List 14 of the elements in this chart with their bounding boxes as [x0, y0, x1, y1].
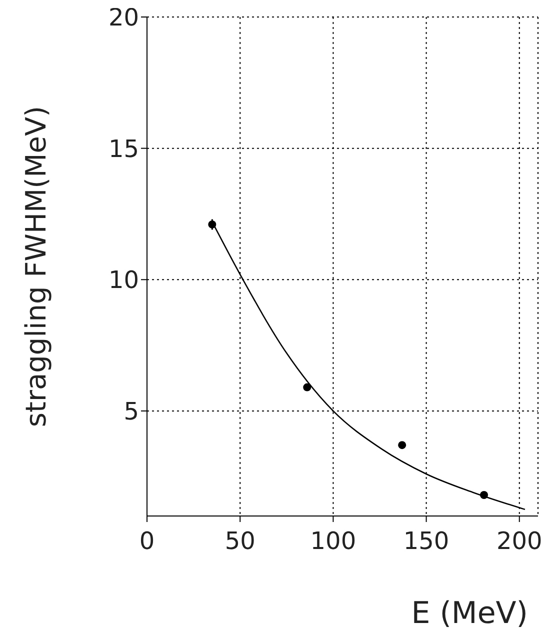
point: [480, 490, 488, 499]
y-tick-label: 15: [108, 134, 139, 163]
y-tick-label: 5: [124, 397, 139, 426]
x-tick-label: 0: [139, 527, 155, 556]
x-tick-label: 200: [496, 527, 542, 556]
y-tick-label: 10: [108, 266, 139, 294]
y-axis-title: straggling FWHM(MeV): [20, 106, 52, 428]
point: [398, 441, 406, 450]
x-tick-label: 100: [310, 527, 356, 556]
point: [303, 383, 312, 392]
x-axis-title: E (MeV): [411, 596, 528, 631]
x-tick-label: 50: [224, 527, 256, 556]
y-tick-label: 20: [108, 4, 139, 32]
x-tick-label: 150: [403, 527, 450, 556]
